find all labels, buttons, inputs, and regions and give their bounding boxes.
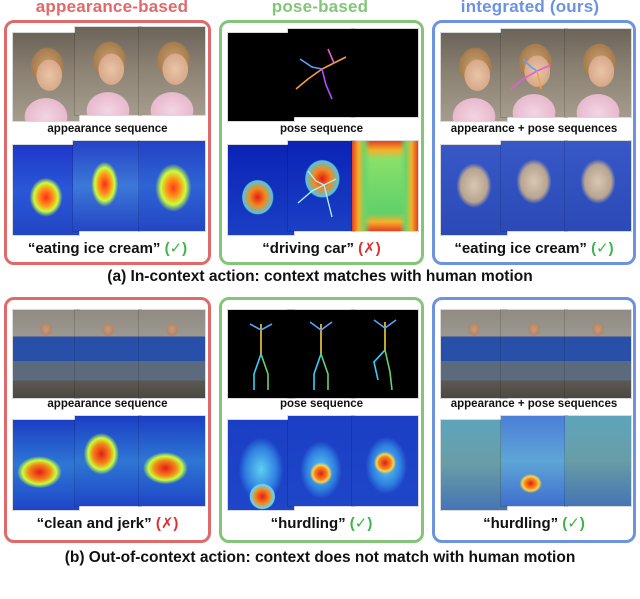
check-mark-icon: (✓) <box>349 515 373 532</box>
pose-prediction-a: “driving car” (✗) <box>222 239 421 257</box>
skeleton-icon <box>249 323 273 390</box>
check-mark-icon: (✓) <box>562 515 585 532</box>
panel-appearance-a: appearance sequence “eating ice cream” (… <box>4 20 211 265</box>
integrated-prediction-a: “eating ice cream” (✓) <box>435 239 633 257</box>
skeleton-icon <box>295 48 347 100</box>
prediction-text: “clean and jerk” <box>36 515 152 532</box>
pose-heatmap-a2 <box>288 141 354 231</box>
pose-frame-b3 <box>352 310 418 398</box>
integrated-prediction-b: “hurdling” (✓) <box>435 514 633 532</box>
cross-mark-icon: (✗) <box>155 515 179 532</box>
prediction-text: “hurdling” <box>483 515 559 532</box>
panel-integrated-b: appearance + pose sequences “hurdling” (… <box>432 297 636 543</box>
prediction-text: “hurdling” <box>270 515 346 532</box>
appearance-prediction-a: “eating ice cream” (✓) <box>7 239 208 257</box>
panel-appearance-b: appearance sequence “clean and jerk” (✗) <box>4 297 211 543</box>
pose-heatmaps-b <box>228 416 418 516</box>
prediction-text: “eating ice cream” <box>27 240 161 257</box>
appearance-seq-label-b: appearance sequence <box>47 398 168 410</box>
prediction-text: “eating ice cream” <box>454 240 587 257</box>
skeleton-icon <box>297 170 337 218</box>
appearance-frames-a <box>13 27 205 133</box>
appearance-frame-a3 <box>139 27 205 115</box>
integrated-frame-b3 <box>565 310 631 398</box>
pose-frame-a3 <box>352 29 418 117</box>
pose-heatmap-b1 <box>228 420 294 510</box>
integrated-frame-b1 <box>441 310 507 398</box>
pose-heatmap-a3 <box>352 141 418 231</box>
integrated-heatmap-b1 <box>441 420 507 510</box>
integrated-heatmap-a3 <box>565 141 631 231</box>
appearance-heatmap-a1 <box>13 145 79 235</box>
integrated-frames-b <box>441 310 631 410</box>
appearance-frames-b <box>13 310 205 410</box>
integrated-seq-label-b: appearance + pose sequences <box>450 398 618 410</box>
integrated-heatmap-b3 <box>565 416 631 506</box>
appearance-heatmaps-a <box>13 141 205 241</box>
pose-heatmap-b3 <box>352 416 418 506</box>
appearance-heatmaps-b <box>13 416 205 516</box>
appearance-heatmap-a3 <box>139 141 205 231</box>
integrated-seq-label-a: appearance + pose sequences <box>450 123 618 135</box>
caption-b: (b) Out-of-context action: context does … <box>64 549 576 566</box>
appearance-heatmap-b2 <box>75 416 141 506</box>
skeleton-icon <box>510 58 552 90</box>
pose-based-header: pose-based <box>271 0 369 16</box>
panel-integrated-a: appearance + pose sequences “eating ice … <box>432 20 636 265</box>
appearance-heatmap-b1 <box>13 420 79 510</box>
integrated-heatmap-a2 <box>501 141 567 231</box>
appearance-based-header: appearance-based <box>35 0 189 16</box>
pose-heatmaps-a <box>228 141 418 241</box>
integrated-frames-a <box>441 29 631 133</box>
appearance-frame-b2 <box>75 310 141 398</box>
pose-seq-label-b: pose sequence <box>279 398 364 410</box>
appearance-prediction-b: “clean and jerk” (✗) <box>7 514 208 532</box>
check-mark-icon: (✓) <box>164 240 188 257</box>
integrated-header: integrated (ours) <box>460 0 600 16</box>
appearance-seq-label-a: appearance sequence <box>47 123 168 135</box>
pose-frame-b1 <box>228 310 294 398</box>
panel-pose-a: pose sequence “driving car” (✗) <box>219 20 424 265</box>
pose-frames-b <box>228 310 418 410</box>
appearance-frame-b3 <box>139 310 205 398</box>
pose-frame-b2 <box>288 310 354 398</box>
pose-heatmap-a1 <box>228 145 294 235</box>
pose-heatmap-b2 <box>288 416 354 506</box>
pose-frames-a <box>228 29 418 133</box>
appearance-frame-a1 <box>13 33 79 121</box>
prediction-text: “driving car” <box>262 240 354 257</box>
integrated-heatmaps-b <box>441 416 631 516</box>
integrated-frame-b2 <box>501 310 567 398</box>
integrated-heatmaps-a <box>441 141 631 241</box>
integrated-frame-a1 <box>441 33 507 121</box>
integrated-frame-a3 <box>565 29 631 117</box>
appearance-heatmap-a2 <box>73 141 139 231</box>
cross-mark-icon: (✗) <box>358 240 381 257</box>
panel-pose-b: pose sequence “hurdling” (✓) <box>219 297 424 543</box>
appearance-frame-b1 <box>13 310 79 398</box>
integrated-frame-a2 <box>501 29 567 117</box>
pose-seq-label-a: pose sequence <box>279 123 364 135</box>
check-mark-icon: (✓) <box>591 240 614 257</box>
integrated-heatmap-b2 <box>501 416 567 506</box>
pose-prediction-b: “hurdling” (✓) <box>222 514 421 532</box>
pose-frame-a2 <box>288 29 354 117</box>
appearance-frame-a2 <box>75 27 141 115</box>
pose-frame-a1 <box>228 33 294 121</box>
integrated-heatmap-a1 <box>441 145 507 235</box>
appearance-heatmap-b3 <box>139 416 205 506</box>
caption-a: (a) In-context action: context matches w… <box>107 268 533 285</box>
skeleton-icon <box>373 319 397 391</box>
skeleton-icon <box>309 321 333 390</box>
